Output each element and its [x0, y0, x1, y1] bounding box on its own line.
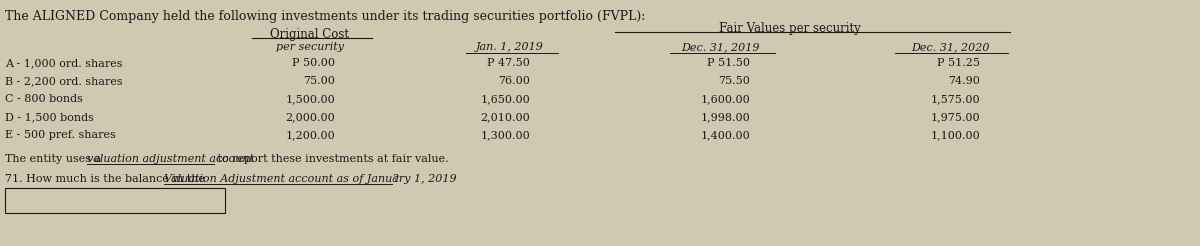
- Text: P 47.50: P 47.50: [487, 58, 530, 68]
- Text: 1,650.00: 1,650.00: [480, 94, 530, 104]
- Text: 1,100.00: 1,100.00: [930, 130, 980, 140]
- Text: D - 1,500 bonds: D - 1,500 bonds: [5, 112, 94, 122]
- Text: Jan. 1, 2019: Jan. 1, 2019: [476, 42, 544, 52]
- Text: B - 2,200 ord. shares: B - 2,200 ord. shares: [5, 76, 122, 86]
- Text: valuation adjustment account: valuation adjustment account: [86, 154, 254, 164]
- Text: 74.90: 74.90: [948, 76, 980, 86]
- Text: 1,200.00: 1,200.00: [286, 130, 335, 140]
- Text: 1,975.00: 1,975.00: [930, 112, 980, 122]
- Text: 75.50: 75.50: [718, 76, 750, 86]
- Text: Valuation Adjustment account as of January 1, 2019: Valuation Adjustment account as of Janua…: [164, 174, 457, 184]
- Text: 1,575.00: 1,575.00: [930, 94, 980, 104]
- Text: 1,998.00: 1,998.00: [701, 112, 750, 122]
- Text: 2,010.00: 2,010.00: [480, 112, 530, 122]
- Text: Dec. 31, 2020: Dec. 31, 2020: [911, 42, 989, 52]
- Text: 76.00: 76.00: [498, 76, 530, 86]
- Text: P 51.50: P 51.50: [707, 58, 750, 68]
- Text: 1,600.00: 1,600.00: [701, 94, 750, 104]
- Text: 1,400.00: 1,400.00: [701, 130, 750, 140]
- Text: C - 800 bonds: C - 800 bonds: [5, 94, 83, 104]
- Text: Original Cost: Original Cost: [270, 28, 349, 41]
- Text: 1,300.00: 1,300.00: [480, 130, 530, 140]
- Text: 2,000.00: 2,000.00: [286, 112, 335, 122]
- Text: The ALIGNED Company held the following investments under its trading securities : The ALIGNED Company held the following i…: [5, 10, 646, 23]
- Text: to report these investments at fair value.: to report these investments at fair valu…: [215, 154, 449, 164]
- Text: 75.00: 75.00: [304, 76, 335, 86]
- Text: 71. How much is the balance in the: 71. How much is the balance in the: [5, 174, 209, 184]
- Text: per security: per security: [276, 42, 344, 52]
- Text: ?: ?: [391, 174, 397, 184]
- Text: Dec. 31, 2019: Dec. 31, 2019: [680, 42, 760, 52]
- Text: E - 500 pref. shares: E - 500 pref. shares: [5, 130, 115, 140]
- Text: A - 1,000 ord. shares: A - 1,000 ord. shares: [5, 58, 122, 68]
- Text: Fair Values per security: Fair Values per security: [719, 22, 860, 35]
- Text: The entity uses a: The entity uses a: [5, 154, 104, 164]
- Text: P 50.00: P 50.00: [292, 58, 335, 68]
- Text: 1,500.00: 1,500.00: [286, 94, 335, 104]
- Text: P 51.25: P 51.25: [937, 58, 980, 68]
